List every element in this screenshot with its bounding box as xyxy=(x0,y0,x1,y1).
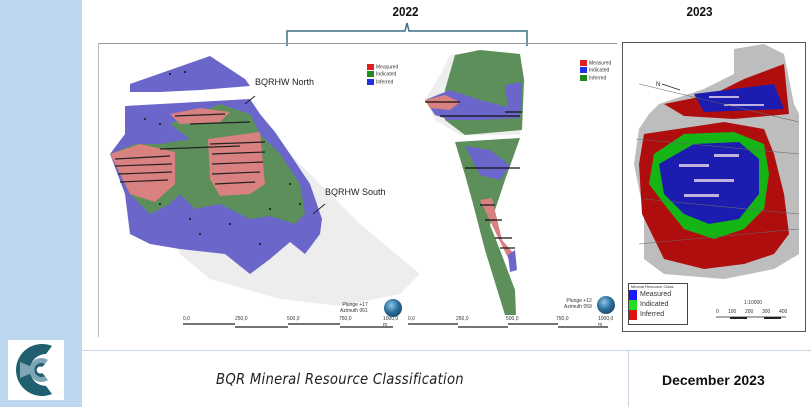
north-arrow: N xyxy=(656,82,660,88)
legend-item: Indicated xyxy=(367,71,398,78)
logo-icon xyxy=(16,344,52,396)
year-2022-label: 2022 xyxy=(392,4,419,19)
globe-icon xyxy=(384,299,402,317)
label-bqrhw-north: BQRHW North xyxy=(255,77,315,87)
panel-2022-frame xyxy=(98,43,617,337)
globe-icon xyxy=(597,296,615,314)
legend-item: Measured xyxy=(580,60,611,67)
legend-item: Indicated xyxy=(580,67,611,74)
legend-item: Inferred xyxy=(580,74,611,82)
legend-item: Measured xyxy=(629,290,687,300)
map-2022-south xyxy=(425,50,525,315)
footer-bar xyxy=(82,350,811,408)
scale-bar-graphic xyxy=(183,323,393,328)
measured-swatch xyxy=(367,64,374,70)
legend-item: Indicated xyxy=(629,300,687,310)
label-bqrhw-south: BQRHW South xyxy=(325,187,386,197)
measured-swatch xyxy=(580,60,587,66)
footer-title: BQR Mineral Resource Classification xyxy=(216,370,464,388)
footer-date: December 2023 xyxy=(662,372,765,388)
sidebar-strip xyxy=(0,0,82,407)
legend-item: Inferred xyxy=(367,78,398,86)
map-2023: N xyxy=(634,44,800,279)
measured-swatch xyxy=(629,290,637,300)
legend-2022-south: Measured Indicated Inferred xyxy=(580,60,611,82)
inferred-swatch xyxy=(367,78,374,85)
legend-2023: Mineral Resource Class Measured Indicate… xyxy=(628,283,688,325)
footer-divider xyxy=(628,350,629,407)
indicated-swatch xyxy=(367,71,374,78)
plunge-azimuth-south: Plunge +12 Azimuth 059 xyxy=(564,298,592,310)
indicated-swatch xyxy=(629,300,637,310)
plunge-azimuth-north: Plunge +17 Azimuth 061 xyxy=(340,302,368,314)
year-2023-label: 2023 xyxy=(686,4,713,19)
company-logo xyxy=(8,340,64,400)
scale-bar-graphic xyxy=(716,316,786,319)
inferred-swatch xyxy=(629,310,637,320)
inferred-swatch xyxy=(580,74,587,81)
legend-2022-north: Measured Indicated Inferred xyxy=(367,64,398,86)
indicated-swatch xyxy=(580,67,587,74)
legend-item: Measured xyxy=(367,64,398,71)
scale-bar-graphic xyxy=(408,323,608,328)
year-bracket xyxy=(286,22,528,46)
legend-item: Inferred xyxy=(629,310,687,320)
map-2022-north xyxy=(110,56,420,306)
